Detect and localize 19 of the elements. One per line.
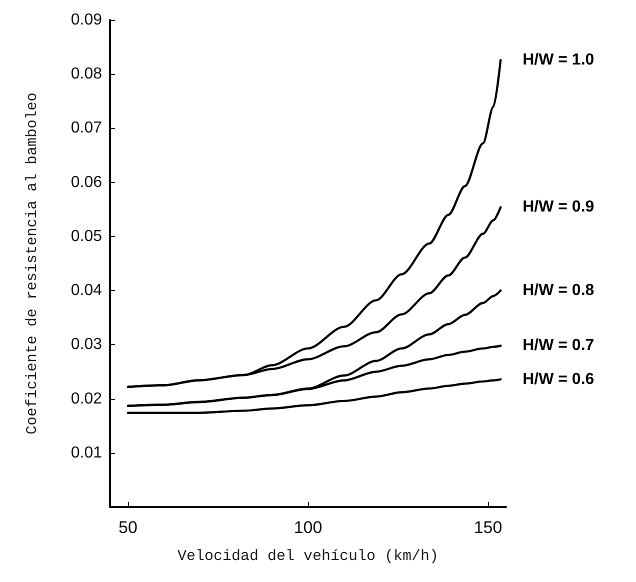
y-tick-label: 0.03 <box>70 336 102 354</box>
x-axis-title: Velocidad del vehículo (km/h) <box>177 548 439 565</box>
y-tick-label: 0.02 <box>70 390 102 408</box>
y-axis-title: Coeficiente de resistencia al bamboleo <box>24 92 41 435</box>
y-tick-label: 0.01 <box>70 444 102 462</box>
x-tick-label: 150 <box>474 518 502 537</box>
y-tick-label: 0.09 <box>70 12 102 28</box>
y-tick-label: 0.08 <box>70 66 102 83</box>
y-tick-label: 0.04 <box>70 282 102 300</box>
series-label: H/W = 1.0 <box>522 52 594 69</box>
series-label: H/W = 0.8 <box>522 282 594 300</box>
x-tick-label: 100 <box>294 518 322 537</box>
series-label: H/W = 0.9 <box>522 198 594 216</box>
y-tick-label: 0.05 <box>70 228 102 245</box>
series-label: H/W = 0.7 <box>522 337 594 354</box>
y-tick-label: 0.07 <box>70 120 102 137</box>
series-label: H/W = 0.6 <box>522 370 594 388</box>
y-tick-label: 0.06 <box>70 174 102 191</box>
x-tick-label: 50 <box>118 518 138 537</box>
